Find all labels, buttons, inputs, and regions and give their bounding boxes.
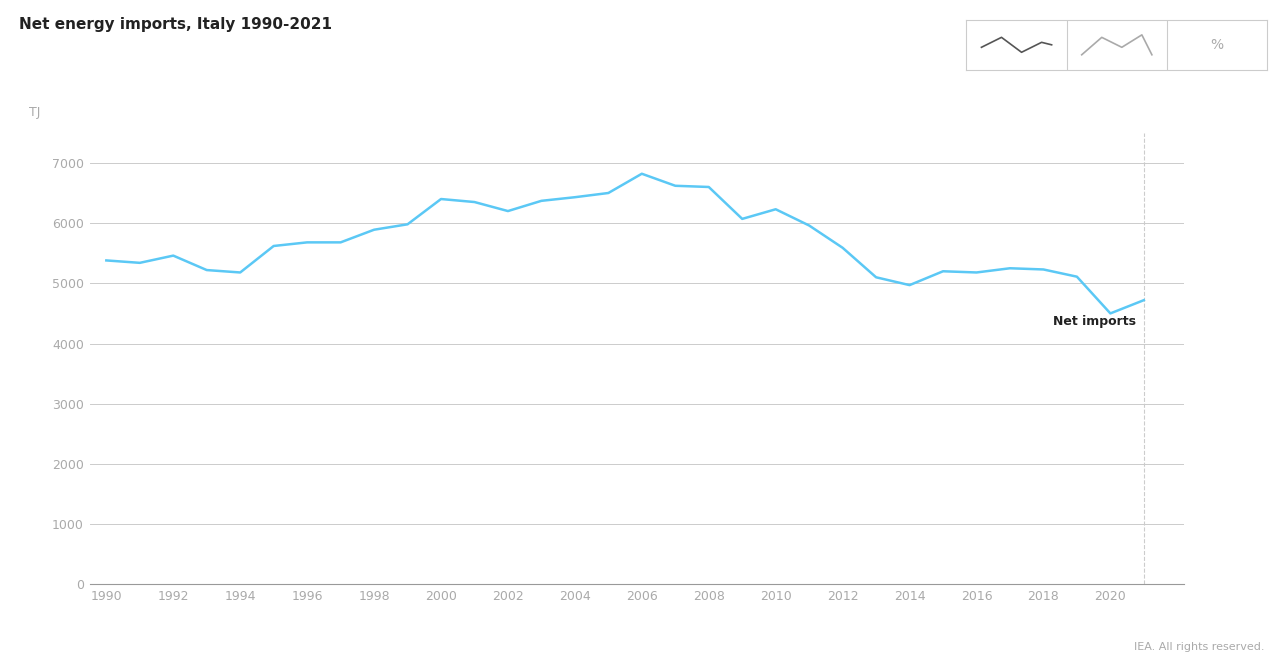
Text: Net imports: Net imports <box>1053 315 1137 327</box>
Text: TJ: TJ <box>29 106 41 119</box>
Text: IEA. All rights reserved.: IEA. All rights reserved. <box>1134 642 1265 652</box>
Text: %: % <box>1211 38 1224 52</box>
Text: Net energy imports, Italy 1990-2021: Net energy imports, Italy 1990-2021 <box>19 17 333 32</box>
